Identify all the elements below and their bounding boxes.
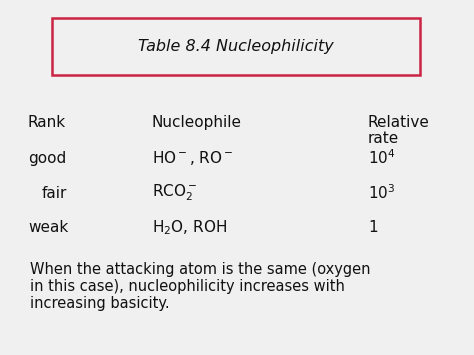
Text: increasing basicity.: increasing basicity.: [30, 296, 170, 311]
Text: HO$^-$, RO$^-$: HO$^-$, RO$^-$: [152, 149, 234, 167]
Text: fair: fair: [42, 186, 67, 201]
Text: $10^3$: $10^3$: [368, 184, 395, 202]
Text: RCO$_2^-$: RCO$_2^-$: [152, 183, 197, 203]
Text: Nucleophile: Nucleophile: [152, 115, 242, 130]
Text: good: good: [28, 151, 66, 165]
Text: Table 8.4 Nucleophilicity: Table 8.4 Nucleophilicity: [138, 39, 334, 54]
Text: Rank: Rank: [28, 115, 66, 130]
Text: weak: weak: [28, 220, 68, 235]
Bar: [52, 18, 420, 75]
Text: in this case), nucleophilicity increases with: in this case), nucleophilicity increases…: [30, 279, 345, 294]
Text: When the attacking atom is the same (oxygen: When the attacking atom is the same (oxy…: [30, 262, 371, 277]
Text: Relative: Relative: [368, 115, 430, 130]
Text: $10^4$: $10^4$: [368, 149, 396, 167]
Text: 1: 1: [368, 220, 378, 235]
Text: H$_2$O, ROH: H$_2$O, ROH: [152, 219, 227, 237]
Text: rate: rate: [368, 131, 399, 146]
